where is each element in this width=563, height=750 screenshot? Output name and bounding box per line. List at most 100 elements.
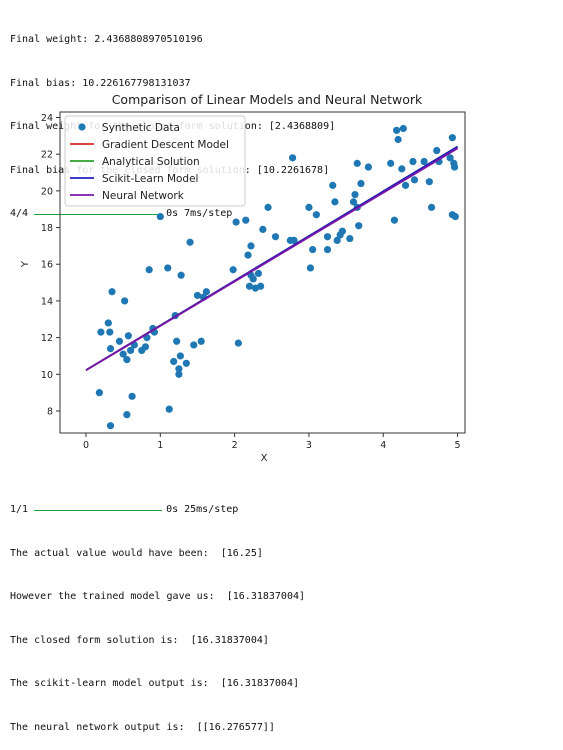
legend-label: Scikit-Learn Model [102,173,198,185]
data-point [121,297,129,305]
chart-title: Comparison of Linear Models and Neural N… [112,92,423,107]
data-point [410,176,419,184]
data-point [182,359,190,367]
progress-time: 0s 7ms/step [166,208,233,219]
data-point [427,203,436,211]
data-point [387,159,395,167]
x-tick-label: 5 [455,440,461,451]
data-point [451,212,459,221]
data-point [364,163,372,171]
data-point [249,275,257,283]
data-point [97,328,105,336]
data-point [305,203,313,211]
y-tick-label: 16 [41,260,53,271]
data-point [346,234,354,243]
data-point [242,216,250,224]
output-line: The scikit-learn model output is: [16.31… [10,678,299,689]
data-point [126,346,135,355]
legend-label: Gradient Descent Model [102,139,229,151]
data-point [290,236,298,244]
data-point [164,264,172,272]
progress-row: 1/1 0s 25ms/step [10,503,305,518]
data-point [355,222,363,230]
data-point [338,227,346,235]
data-point [123,356,131,364]
data-point [399,124,407,133]
y-tick-label: 22 [41,150,53,161]
data-point [247,242,255,250]
x-tick-label: 4 [380,440,386,451]
y-tick-label: 8 [47,406,53,417]
data-point [245,282,254,290]
data-point [177,271,185,279]
data-point [259,225,267,233]
data-point [128,392,136,400]
output-line: The actual value would have been: [16.25… [10,547,263,559]
x-tick-label: 1 [157,440,163,451]
data-point [401,181,410,189]
progress-step: 4/4 [10,208,29,219]
y-tick-label: 14 [41,296,53,307]
data-point [323,245,332,254]
data-point [450,163,459,171]
x-tick-label: 2 [232,440,238,451]
data-point [393,126,401,134]
data-point [190,341,198,349]
output-line: The neural network output is: [[16.27657… [10,721,275,733]
legend-label: Synthetic Data [102,122,180,134]
data-point [394,135,402,144]
data-point [119,350,127,358]
cell-output-bottom: 1/1 0s 25ms/step The actual value would … [10,474,305,750]
data-point [390,216,399,224]
data-point [193,291,202,300]
progress-bar [34,213,163,215]
data-point [349,198,358,206]
data-point [244,251,252,259]
data-point [257,282,265,290]
x-axis-label: X [261,453,268,464]
plot-frame [59,111,466,434]
data-point [323,233,332,241]
data-point [351,190,359,199]
data-point [175,365,183,373]
data-point [106,328,114,336]
data-point [271,233,280,241]
data-point [123,411,131,419]
y-tick-label: 18 [41,223,53,234]
output-line: However the trained model gave us: [16.3… [10,591,306,602]
data-point [106,345,115,353]
data-point [433,146,441,155]
data-point [108,288,116,296]
regression-line [85,147,459,372]
y-tick-label: 20 [41,186,53,197]
data-point [409,157,417,166]
y-tick-label: 10 [41,370,53,381]
data-point [95,389,103,397]
data-point [173,337,181,345]
data-point [232,218,240,226]
data-point [446,154,454,162]
data-point [124,332,132,340]
output-line: Final weight: 2.4368808970510196 [10,34,203,45]
data-point [186,238,194,246]
data-point [165,405,173,413]
data-point [197,337,205,345]
data-point [264,203,272,211]
x-tick-label: 0 [83,440,89,451]
x-tick-label: 3 [306,440,312,451]
progress-step: 1/1 [10,504,29,515]
legend-label: Neural Network [102,190,185,202]
legend-label: Analytical Solution [102,156,200,168]
data-point [329,181,337,189]
legend-box [64,115,246,207]
data-point [141,343,150,351]
data-point [104,319,112,327]
data-point [353,159,361,167]
comparison-chart: Comparison of Linear Models and Neural N… [20,92,466,464]
data-point [420,157,428,166]
y-tick-label: 24 [41,113,53,124]
output-line: The closed form solution is: [16.3183700… [10,634,269,646]
y-tick-label: 12 [41,333,53,344]
data-point [175,370,183,378]
data-point [331,198,339,206]
